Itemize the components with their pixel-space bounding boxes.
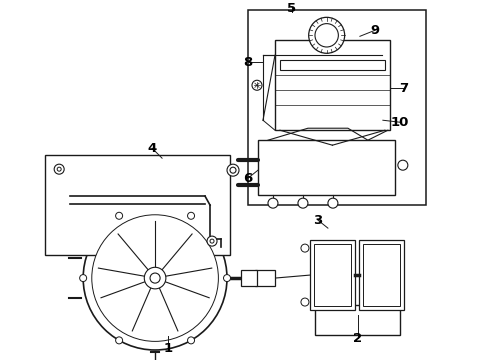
Text: 1: 1	[164, 342, 172, 355]
Text: 8: 8	[244, 56, 253, 69]
Circle shape	[309, 17, 344, 53]
Text: 4: 4	[147, 142, 157, 155]
Circle shape	[328, 198, 338, 208]
Circle shape	[301, 244, 309, 252]
Circle shape	[92, 215, 219, 341]
Text: 10: 10	[391, 116, 409, 129]
Bar	[315, 305, 400, 335]
Circle shape	[144, 267, 166, 289]
Bar	[314, 244, 351, 306]
Bar	[363, 244, 400, 306]
Bar	[280, 60, 385, 70]
Circle shape	[268, 198, 278, 208]
Text: 9: 9	[370, 24, 379, 37]
Text: 5: 5	[288, 2, 296, 15]
Bar	[45, 155, 230, 255]
Circle shape	[188, 212, 195, 219]
Circle shape	[301, 298, 309, 306]
Bar	[248, 10, 426, 205]
Text: 2: 2	[353, 332, 363, 345]
Circle shape	[230, 167, 236, 173]
Circle shape	[54, 164, 64, 174]
Bar	[258, 140, 395, 195]
Circle shape	[298, 198, 308, 208]
Text: 7: 7	[399, 82, 408, 95]
Bar	[255, 270, 275, 286]
Text: 6: 6	[244, 172, 253, 185]
Circle shape	[116, 337, 122, 344]
Circle shape	[207, 236, 217, 246]
Circle shape	[398, 160, 408, 170]
Circle shape	[150, 273, 160, 283]
Bar	[359, 240, 404, 310]
Bar	[275, 40, 390, 130]
Circle shape	[227, 164, 239, 176]
Circle shape	[188, 337, 195, 344]
Bar	[241, 270, 257, 286]
Text: 3: 3	[313, 213, 322, 227]
Circle shape	[57, 167, 61, 171]
Bar	[310, 240, 355, 310]
Circle shape	[210, 239, 214, 243]
Circle shape	[83, 206, 227, 350]
Circle shape	[116, 212, 122, 219]
Circle shape	[315, 24, 339, 47]
Circle shape	[252, 80, 262, 90]
Circle shape	[223, 275, 230, 282]
Circle shape	[80, 275, 87, 282]
